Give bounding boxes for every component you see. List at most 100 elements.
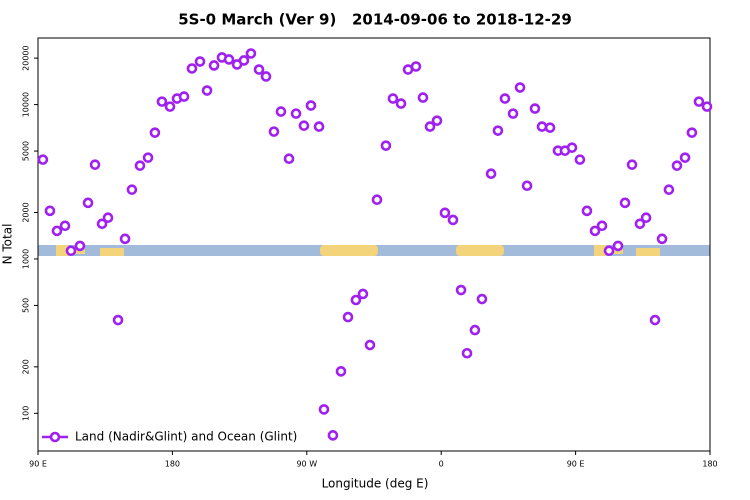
point xyxy=(96,218,108,230)
point xyxy=(566,142,578,153)
point xyxy=(507,108,519,119)
x-tick-label: 0 xyxy=(439,460,444,469)
point xyxy=(298,120,310,131)
point xyxy=(164,101,176,112)
point xyxy=(238,55,250,66)
x-tick-label: 180 xyxy=(702,460,717,469)
point xyxy=(364,339,376,351)
x-axis-label: Longitude (deg E) xyxy=(322,477,429,491)
point xyxy=(37,154,49,165)
point xyxy=(686,127,698,138)
point xyxy=(186,63,198,74)
land-patch xyxy=(594,245,606,256)
point xyxy=(142,152,154,163)
point xyxy=(112,314,124,326)
point xyxy=(126,184,138,195)
point xyxy=(268,126,280,137)
point xyxy=(335,366,347,377)
point xyxy=(327,430,339,441)
point xyxy=(223,54,235,65)
point xyxy=(245,48,257,59)
legend-marker xyxy=(49,431,61,443)
point xyxy=(65,245,77,257)
x-tick-label: 90 E xyxy=(567,460,585,469)
land-patch xyxy=(320,245,378,256)
y-tick-label: 20000 xyxy=(22,45,31,70)
y-tick-label: 10000 xyxy=(22,92,31,117)
point xyxy=(410,61,422,72)
point xyxy=(544,122,556,133)
point xyxy=(514,82,526,93)
point xyxy=(424,121,436,132)
land-patch xyxy=(56,245,68,256)
point xyxy=(581,205,593,217)
point xyxy=(371,194,383,206)
point xyxy=(469,324,481,336)
legend-label: Land (Nadir&Glint) and Ocean (Glint) xyxy=(75,430,297,444)
land-patch xyxy=(456,245,504,256)
point xyxy=(283,153,295,165)
point xyxy=(612,240,624,252)
point xyxy=(357,288,369,300)
point xyxy=(275,106,287,117)
point xyxy=(492,125,504,136)
point xyxy=(536,121,548,132)
point xyxy=(461,347,473,359)
point xyxy=(51,225,63,237)
series xyxy=(37,48,713,441)
point xyxy=(119,233,131,245)
land-patch xyxy=(100,248,124,256)
plot-frame xyxy=(37,37,711,452)
point xyxy=(455,284,467,296)
point xyxy=(149,127,161,138)
point xyxy=(439,207,451,219)
point xyxy=(318,404,330,415)
y-tick-label: 2000 xyxy=(22,202,31,222)
point xyxy=(529,103,541,114)
point xyxy=(476,293,488,305)
point xyxy=(596,220,608,232)
point xyxy=(102,212,114,224)
y-tick-label: 1000 xyxy=(22,249,31,269)
point xyxy=(380,140,392,151)
point xyxy=(589,225,601,237)
point xyxy=(387,93,399,104)
point xyxy=(431,115,443,126)
point xyxy=(417,92,429,103)
point xyxy=(178,91,190,102)
point xyxy=(649,314,661,326)
point xyxy=(663,184,675,195)
point xyxy=(656,233,668,245)
x-tick-label: 180 xyxy=(165,460,180,469)
point xyxy=(290,108,302,119)
y-axis-label: N Total xyxy=(1,224,15,265)
point xyxy=(44,205,56,217)
point xyxy=(74,240,86,252)
point xyxy=(574,154,586,165)
y-tick-label: 200 xyxy=(22,359,31,374)
point xyxy=(208,60,220,71)
point xyxy=(59,220,71,232)
point xyxy=(603,245,615,257)
point xyxy=(156,96,168,107)
point xyxy=(305,100,317,111)
point xyxy=(447,214,459,226)
point xyxy=(201,85,213,96)
point xyxy=(521,180,533,192)
point xyxy=(350,294,362,306)
point xyxy=(619,197,631,209)
y-tick-label: 100 xyxy=(22,406,31,421)
point xyxy=(693,96,705,107)
point xyxy=(89,159,101,170)
x-tick-label: 90 W xyxy=(296,460,317,469)
chart-title: 5S-0 March (Ver 9) 2014-09-06 to 2018-12… xyxy=(178,11,572,29)
point xyxy=(134,160,146,171)
point xyxy=(679,152,691,163)
point xyxy=(671,160,683,171)
point xyxy=(395,98,407,109)
point xyxy=(253,64,265,75)
point xyxy=(499,93,511,104)
point xyxy=(701,101,713,112)
x-tick-label: 90 E xyxy=(29,460,47,469)
